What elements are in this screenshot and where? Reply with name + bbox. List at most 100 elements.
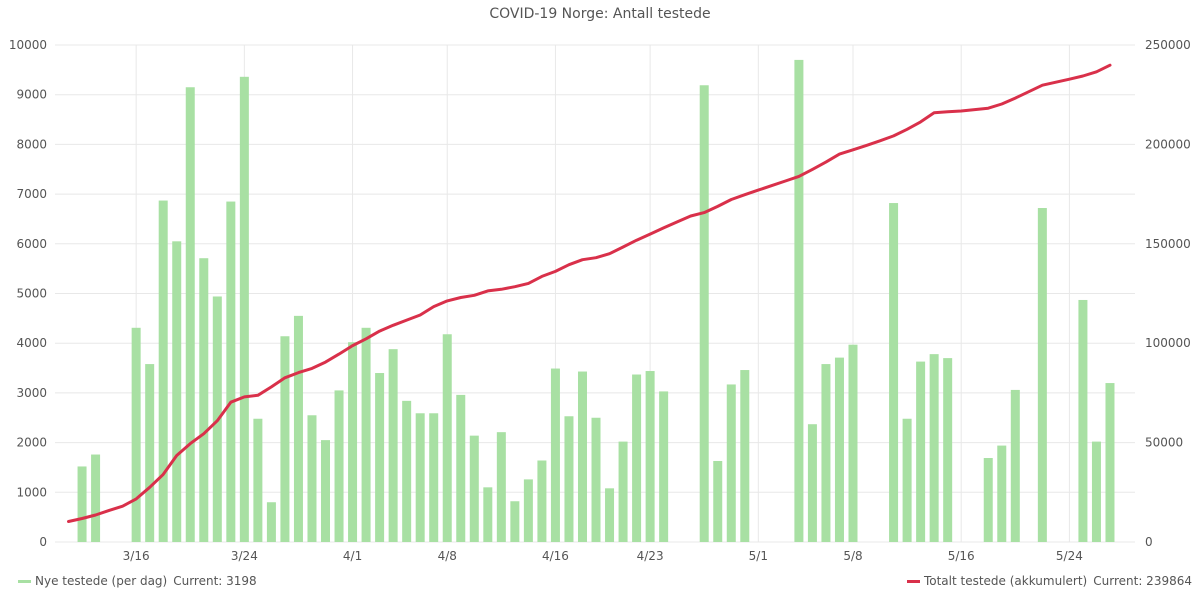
bar [510,501,520,542]
bar [591,417,601,542]
y-right-tick-label: 150000 [1145,237,1191,251]
bar [239,76,249,543]
bar [185,87,195,543]
bar [280,336,290,542]
x-tick-label: 4/1 [343,549,362,563]
bar [889,203,899,542]
bar [1010,389,1020,542]
bar [199,258,209,542]
y-right-tick-label: 250000 [1145,38,1191,52]
bar [429,413,439,542]
bar [821,364,831,542]
cumulative-line [67,63,1112,523]
bar [307,415,317,542]
bar [943,358,953,542]
bar [483,487,493,542]
bar [564,416,574,542]
legend-label-line: Totalt testede (akkumulert) [923,574,1088,588]
y-left-tick-label: 2000 [16,436,47,450]
y-left-tick-label: 5000 [16,287,47,301]
legend-current-bar: Current: 3198 [173,574,257,588]
bar [91,454,101,542]
bar [550,368,560,542]
bar [348,342,358,542]
bar [726,384,736,542]
x-tick-label: 4/16 [542,549,569,563]
bar [131,327,141,542]
bar [605,488,615,542]
bar [997,445,1007,542]
legend-line-series[interactable]: Totalt testede (akkumulert) Current: 239… [906,574,1192,588]
bar [1105,383,1115,542]
y-right-tick-label: 0 [1145,535,1153,549]
x-tick-label: 4/23 [637,549,664,563]
legend-label-bar: Nye testede (per dag) [35,574,168,588]
y-left-tick-label: 3000 [16,386,47,400]
bar [402,400,412,542]
bar [469,435,479,542]
legend-bar-series[interactable]: Nye testede (per dag) Current: 3198 [18,574,257,588]
bar [1091,441,1101,542]
bar [834,357,844,542]
bar [713,460,723,542]
bar [848,344,858,542]
x-tick-label: 3/24 [231,549,258,563]
bar [523,479,533,542]
bar [415,413,425,542]
bar [158,200,168,542]
bar [293,315,303,542]
bar [983,458,993,542]
y-left-tick-label: 1000 [16,485,47,499]
x-tick-label: 5/16 [948,549,975,563]
x-tick-label: 3/16 [123,549,150,563]
bar [375,373,385,542]
bar [1037,208,1047,543]
bar [253,418,263,542]
bar [902,418,912,542]
bar [632,374,642,542]
bar [659,391,669,542]
y-left-tick-label: 10000 [9,38,47,52]
bar [618,441,628,542]
bar [1078,299,1088,542]
bar-series [77,59,1115,543]
bar [929,354,939,542]
bar [388,349,398,542]
bar [321,440,331,542]
bar [496,432,506,542]
bar [577,371,587,542]
x-tick-label: 4/8 [438,549,457,563]
y-right-tick-label: 200000 [1145,137,1191,151]
legend-swatch-line [906,579,920,583]
left-axis-ticks: 0 1000 2000 3000 4000 5000 6000 7000 8000 9000 100… [9,38,47,549]
x-tick-label: 5/8 [843,549,862,563]
x-tick-label: 5/1 [749,549,768,563]
bar [645,371,655,542]
bar [916,361,926,542]
legend-swatch-bar [18,579,31,583]
bar [456,394,466,542]
bar [807,424,817,542]
bar [794,59,804,542]
bar [361,327,371,542]
y-left-tick-label: 7000 [16,187,47,201]
y-right-tick-label: 100000 [1145,336,1191,350]
bar [537,460,547,542]
x-tick-label: 5/24 [1056,549,1083,563]
chart-title: COVID-19 Norge: Antall testede [489,6,711,22]
bar [172,241,182,542]
legend-current-line: Current: 239864 [1093,574,1192,588]
bar [226,201,236,542]
bar [442,334,452,542]
y-left-tick-label: 9000 [16,88,47,102]
line-series [67,63,1112,523]
y-right-tick-label: 50000 [1145,436,1183,450]
bar [77,466,87,542]
bar [145,364,155,542]
y-left-tick-label: 0 [39,535,47,549]
right-axis-ticks: 0 50000 100000 150000 200000 250000 [1145,38,1191,549]
y-left-tick-label: 8000 [16,137,47,151]
bar [699,85,709,542]
bar [334,390,344,542]
